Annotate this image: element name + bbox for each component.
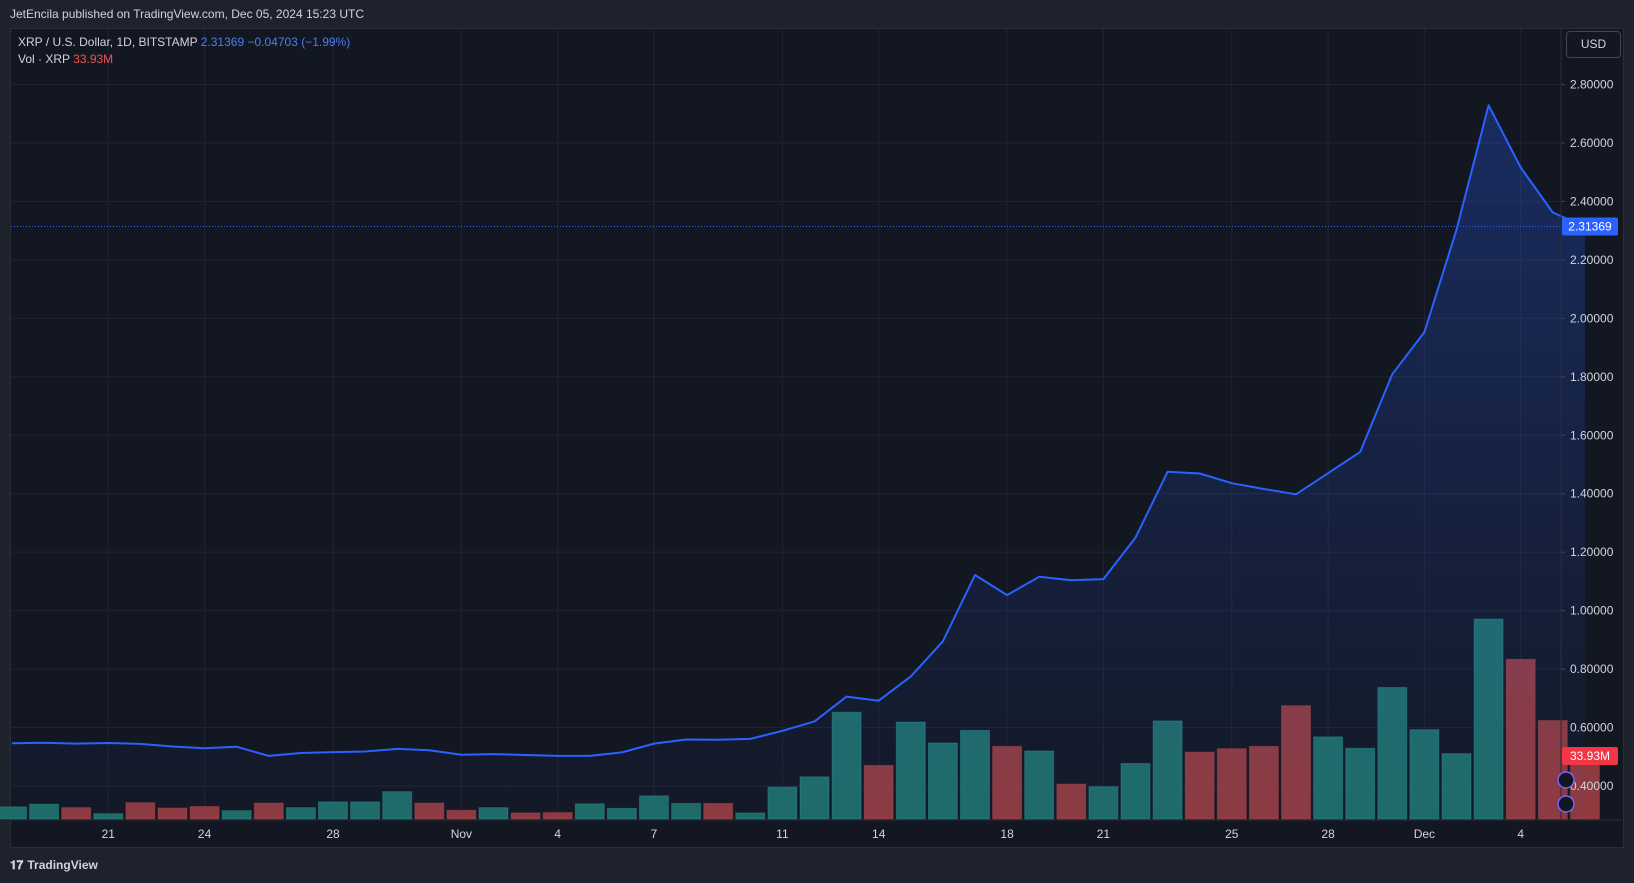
y-tick-label: 1.60000 <box>1570 428 1614 442</box>
x-tick-label: 24 <box>198 827 212 841</box>
y-tick-label: 2.20000 <box>1570 253 1614 267</box>
x-tick-label: Dec <box>1414 827 1435 841</box>
y-tick-label: 0.40000 <box>1570 779 1614 793</box>
symbol-label[interactable]: XRP / U.S. Dollar, 1D, BITSTAMP <box>18 35 198 49</box>
x-tick-label: 7 <box>651 827 658 841</box>
y-tick-label: 1.40000 <box>1570 487 1614 501</box>
scale-handle-icon[interactable] <box>1557 795 1575 813</box>
y-tick-label: 2.40000 <box>1570 194 1614 208</box>
price-area <box>12 105 1585 821</box>
published-text: JetEncila published on TradingView.com, … <box>10 7 364 21</box>
volume-label[interactable]: Vol · XRP <box>18 52 70 66</box>
x-tick-label: 18 <box>1000 827 1014 841</box>
currency-button[interactable]: USD <box>1566 31 1621 58</box>
x-tick-label: 28 <box>326 827 340 841</box>
x-tick-label: Nov <box>451 827 472 841</box>
x-tick-label: 11 <box>776 827 789 841</box>
x-tick-label: 4 <box>554 827 561 841</box>
legend-volume-value: 33.93M <box>73 52 114 66</box>
last-volume-badge <box>1562 747 1618 765</box>
x-tick-label: 21 <box>102 827 116 841</box>
brand-name: TradingView <box>27 858 98 872</box>
y-tick-label: 1.20000 <box>1570 545 1614 559</box>
y-tick-label: 2.00000 <box>1570 311 1614 325</box>
x-tick-label: 14 <box>872 827 886 841</box>
last-volume-label: 33.93M <box>1570 749 1610 763</box>
y-tick-label: 2.60000 <box>1570 136 1614 150</box>
y-tick-label: 2.80000 <box>1570 78 1614 92</box>
last-price-badge <box>1562 217 1618 236</box>
y-tick-label: 0.80000 <box>1570 662 1614 676</box>
tradingview-logo-icon: 𝟏𝟕 <box>10 858 24 872</box>
price-line[interactable] <box>11 104 1586 757</box>
y-tick-label: 0.60000 <box>1570 721 1614 735</box>
x-tick-label: 25 <box>1225 827 1239 841</box>
last-price-label: 2.31369 <box>1568 220 1612 234</box>
legend-price: 2.31369 <box>200 35 245 49</box>
x-tick-label: 28 <box>1321 827 1335 841</box>
legend-change: −0.04703 (−1.99%) <box>247 35 351 49</box>
x-tick-label: 21 <box>1097 827 1111 841</box>
header-bar: JetEncila published on TradingView.com, … <box>0 0 1634 28</box>
y-tick-label: 1.80000 <box>1570 370 1614 384</box>
scale-handle-icon[interactable] <box>1557 771 1575 789</box>
y-tick-label: 1.00000 <box>1570 604 1614 618</box>
chart-legend: XRP / U.S. Dollar, 1D, BITSTAMP 2.31369 … <box>18 34 350 68</box>
x-tick-label: 4 <box>1517 827 1524 841</box>
footer-brand[interactable]: 𝟏𝟕 TradingView <box>10 858 98 873</box>
